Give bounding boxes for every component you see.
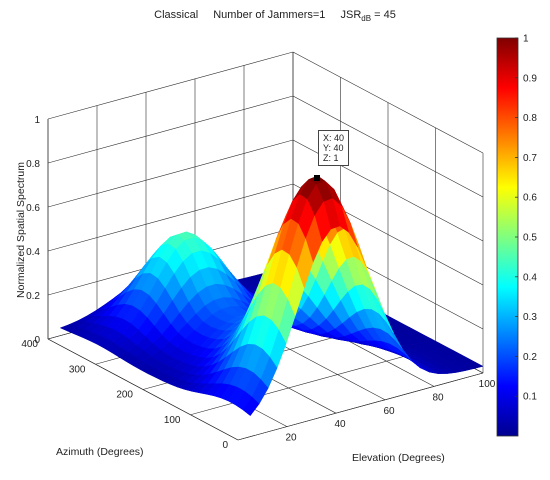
axis-line	[47, 338, 239, 441]
grid-line	[47, 139, 294, 208]
x-tick-label: 20	[285, 433, 297, 444]
z-tick-label: 0	[34, 335, 40, 346]
title-jammers: Number of Jammers=1	[213, 9, 326, 21]
colorbar-tick-label: 0.1	[523, 392, 537, 403]
z-tick-label: 0.6	[26, 203, 40, 214]
colorbar-tick-label: 1	[523, 34, 529, 45]
colorbar-tick-label: 0.2	[523, 352, 537, 363]
z-tick-label: 1	[34, 115, 40, 126]
x-tick-label: 40	[334, 419, 346, 430]
y-axis-label: Azimuth (Degrees)	[56, 446, 144, 458]
grid-line	[47, 95, 294, 164]
y-tick-label: 400	[21, 339, 38, 350]
datatip-z: Z: 1	[323, 153, 339, 163]
x-axis-label: Elevation (Degrees)	[352, 452, 445, 464]
z-tick-label: 0.4	[26, 247, 40, 258]
colorbar-tick-label: 0.6	[523, 193, 537, 204]
colorbar-tick-label: 0.5	[523, 233, 537, 244]
chart-title: Classical Number of Jammers=1 JSRdB = 45	[0, 9, 550, 23]
datatip-y: Y: 40	[323, 143, 344, 153]
grid-line	[47, 51, 294, 120]
surface-mesh	[59, 175, 484, 417]
colorbar-tick-label: 0.4	[523, 272, 537, 283]
title-method: Classical	[154, 9, 199, 21]
y-tick-label: 0	[222, 440, 228, 451]
colorbar	[496, 37, 519, 437]
surface-patch	[242, 396, 260, 417]
y-tick-label: 300	[69, 364, 86, 375]
title-jsr: JSRdB = 45	[340, 9, 396, 24]
datatip-marker	[314, 175, 320, 181]
z-tick-label: 0.2	[26, 291, 40, 302]
grid-line	[47, 183, 294, 252]
x-tick-label: 60	[383, 406, 395, 417]
colorbar-tick-label: 0.9	[523, 73, 537, 84]
datatip-x: X: 40	[323, 133, 345, 143]
axis-line	[237, 372, 484, 441]
x-tick-label: 100	[479, 379, 496, 390]
colorbar-ticks: 0.1 0.2 0.3 0.4 0.5 0.6 0.7 0.8 0.9 1	[515, 34, 537, 403]
colorbar-tick-label: 0.3	[523, 312, 537, 323]
datatip: X: 40 Y: 40 Z: 1	[318, 130, 350, 166]
x-tick-label: 80	[432, 392, 444, 403]
z-tick-label: 0.8	[26, 159, 40, 170]
axis-ticks: 0 0.2 0.4 0.6 0.8 1 0 100 200 300 400 20 40 60 80 100	[21, 115, 495, 451]
colorbar-tick-label: 0.7	[523, 153, 537, 164]
z-axis-label: Normalized Spatial Spectrum	[15, 162, 27, 298]
y-tick-label: 100	[164, 415, 181, 426]
y-tick-label: 200	[116, 390, 133, 401]
colorbar-tick-label: 0.8	[523, 113, 537, 124]
grid-line	[190, 347, 436, 416]
